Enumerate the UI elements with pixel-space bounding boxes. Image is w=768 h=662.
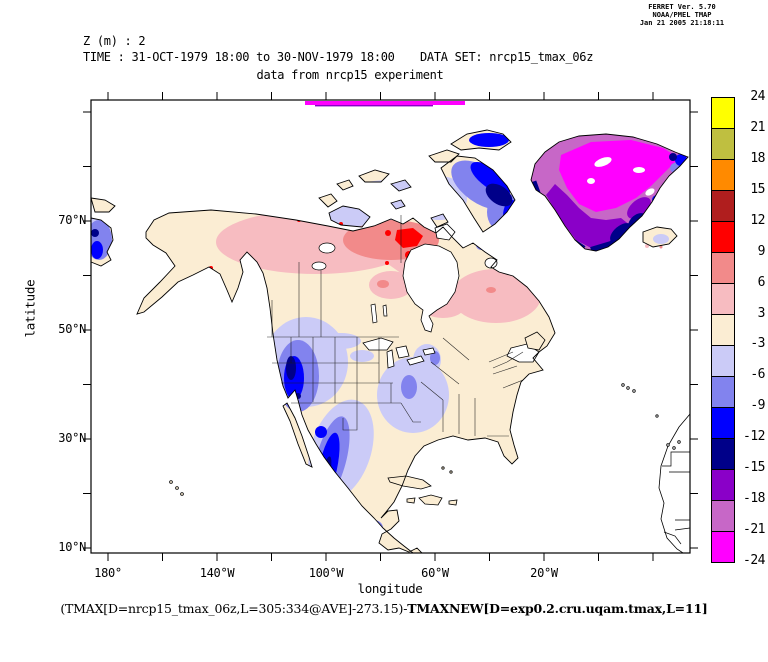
colorbar-segment (712, 221, 734, 252)
colorbar-label: -15 (743, 460, 765, 476)
credit-block: FERRET Ver. 5.70 NOAA/PMEL TMAP Jan 21 2… (624, 3, 740, 27)
lon-tick-label-20w: 20°W (530, 566, 558, 580)
iceland (642, 226, 678, 249)
lon-tick-label-140w: 140°W (199, 566, 235, 580)
colorbar-segment (712, 438, 734, 469)
credit-org: NOAA/PMEL TMAP (652, 11, 712, 19)
colorbar-label: -3 (750, 336, 765, 352)
colorbar-segment (712, 283, 734, 314)
credit-timestamp: Jan 21 2005 21:18:11 (639, 19, 725, 27)
colorbar-segment (712, 376, 734, 407)
lon-tick-label-100w: 100°W (308, 566, 344, 580)
africa-coast (621, 383, 691, 554)
lat-tick-label-50n: 50°N (58, 322, 86, 336)
lat-tick-label-30n: 30°N (58, 431, 86, 445)
x-axis-title: longitude (357, 581, 423, 596)
colorbar-label: -12 (743, 429, 765, 445)
lon-tick-label-180: 180° (94, 566, 122, 580)
formula-caption: (TMAX[D=nrcp15_tmax_06z,L=305:334@AVE]-2… (0, 601, 768, 616)
coastlines (90, 129, 556, 554)
colorbar-label: -9 (750, 398, 765, 414)
colorbar-segment (712, 407, 734, 438)
colorbar-label: -24 (743, 553, 765, 568)
z-level-label: Z (m) : 2 (83, 34, 146, 48)
colorbar-segment (712, 252, 734, 283)
colorbar-label: 9 (757, 243, 766, 259)
polar-edge-strip (305, 101, 465, 107)
formula-part1: (TMAX[D=nrcp15_tmax_06z,L=305:334@AVE]-2… (60, 601, 408, 616)
colorbar-label: 6 (757, 274, 766, 290)
colorbar-segment (712, 314, 734, 345)
colorbar-label: 21 (750, 119, 765, 135)
colorbar-labels: 24 21 18 15 12 9 6 3 -3 -6 -9 -12 -15 -18 -21 -24 (733, 0, 765, 662)
colorbar-segment (712, 159, 734, 190)
colorbar-segment (712, 345, 734, 376)
plot-subtitle: data from nrcp15 experiment (256, 68, 444, 82)
colorbar-label: -21 (743, 522, 765, 538)
lat-tick-label-70n: 70°N (58, 213, 86, 227)
islands-secondary (169, 331, 546, 506)
colorbar-label: 3 (757, 305, 766, 321)
colorbar-label: -6 (750, 367, 765, 383)
plot-frame (83, 92, 698, 561)
time-range-label: TIME : 31-OCT-1979 18:00 to 30-NOV-1979 … (83, 50, 395, 64)
colorbar-segment (712, 500, 734, 531)
formula-part2: TMAXNEW[D=exp0.2.cru.uqam.tmax,L=11] (407, 601, 708, 616)
colorbar-label: 24 (750, 89, 765, 104)
colorbar-segment (712, 531, 734, 562)
colorbar-segment (712, 128, 734, 159)
colorbar-segment (712, 190, 734, 221)
colorbar-segment (712, 469, 734, 500)
lon-tick-label-60w: 60°W (421, 566, 449, 580)
colorbar-label: -18 (743, 491, 765, 507)
colorbar (711, 97, 735, 563)
credit-version: FERRET Ver. 5.70 (648, 3, 716, 11)
colorbar-label: 18 (750, 150, 765, 166)
colorbar-label: 15 (750, 181, 765, 197)
lat-tick-label-10n: 10°N (58, 540, 86, 554)
colorbar-segment (712, 98, 734, 128)
colorbar-label: 12 (750, 212, 765, 228)
dataset-label: DATA SET: nrcp15_tmax_06z (420, 50, 594, 64)
